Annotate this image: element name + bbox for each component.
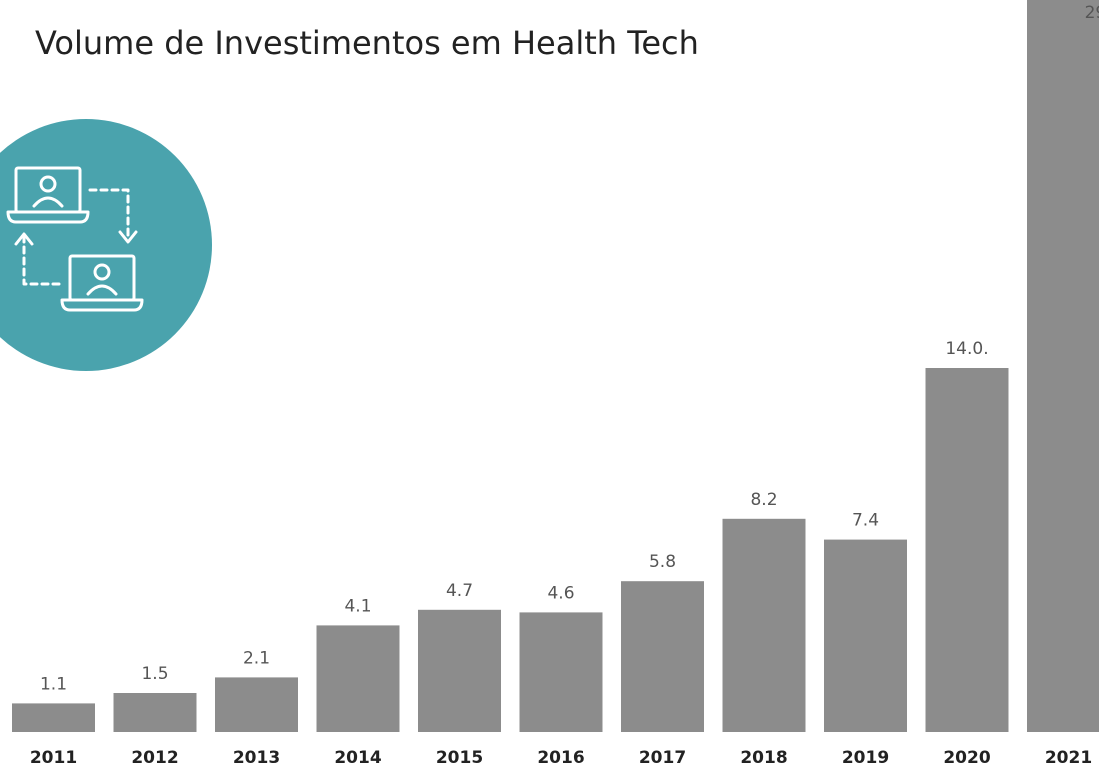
data-label: 7.4 <box>852 511 879 531</box>
data-label: 4.6 <box>547 583 574 603</box>
data-label: 2.1 <box>243 648 270 668</box>
chart-title: Volume de Investimentos em Health Tech <box>35 24 699 62</box>
data-label: 14.0. <box>945 339 988 359</box>
x-tick-label: 2021 <box>1045 748 1092 767</box>
bar <box>12 703 95 732</box>
bar <box>113 693 197 732</box>
bar <box>418 609 501 732</box>
bar <box>925 368 1009 732</box>
x-tick-label: 2018 <box>740 748 787 767</box>
x-tick-label: 2012 <box>131 748 178 767</box>
bar <box>316 625 400 732</box>
bar <box>1027 0 1099 732</box>
bar <box>824 539 907 732</box>
bar <box>722 518 806 732</box>
x-tick-label: 2016 <box>537 748 584 767</box>
data-label: 4.1 <box>344 596 371 616</box>
bar <box>215 677 298 732</box>
data-label: 1.1 <box>40 674 67 694</box>
data-label: 29.1 <box>1085 3 1099 23</box>
icon-circle <box>0 119 212 371</box>
bar <box>621 581 704 732</box>
icon <box>0 119 212 371</box>
x-tick-label: 2015 <box>436 748 483 767</box>
data-label: 8.2 <box>750 490 777 510</box>
x-tick-label: 2020 <box>943 748 990 767</box>
icon-laptops <box>6 166 144 312</box>
x-tick-label: 2011 <box>30 748 77 767</box>
data-label: 1.5 <box>141 664 168 684</box>
data-label: 4.7 <box>446 581 473 601</box>
bar <box>519 612 603 732</box>
x-tick-label: 2014 <box>334 748 381 767</box>
x-tick-label: 2017 <box>639 748 686 767</box>
data-label: 5.8 <box>649 552 676 572</box>
x-tick-label: 2019 <box>842 748 889 767</box>
x-tick-label: 2013 <box>233 748 280 767</box>
